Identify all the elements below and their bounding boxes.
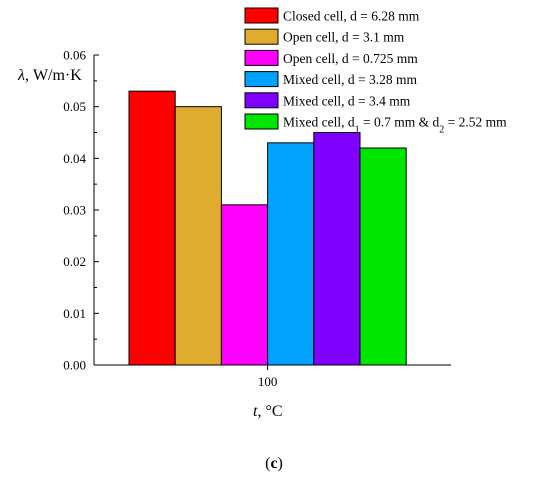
bar-3 <box>220 204 269 366</box>
x-axis-title-unit: , °C <box>257 403 282 420</box>
y-tick-label: 0.00 <box>63 358 86 373</box>
legend-label-5: Mixed cell, d = 3.4 mm <box>283 93 411 108</box>
legend-label-1: Closed cell, d = 6.28 mm <box>283 9 420 24</box>
legend-swatch-4 <box>244 71 279 88</box>
legend-label-4: Mixed cell, d = 3.28 mm <box>283 72 417 87</box>
panel-label-close: ) <box>278 455 283 472</box>
y-tick-label: 0.03 <box>63 203 86 218</box>
legend-swatch-2 <box>244 28 279 45</box>
panel-label-letter: c <box>270 455 277 472</box>
x-tick-label: 100 <box>258 374 278 389</box>
legend-swatch-3 <box>244 49 279 66</box>
y-axis-title-unit: , W/m·K <box>25 67 82 84</box>
y-axis-title-symbol: λ <box>17 67 25 84</box>
bars-group <box>128 90 407 366</box>
x-axis-title: t, °C <box>253 403 283 420</box>
y-tick-label: 0.04 <box>63 151 86 166</box>
x-axis-title-symbol: t <box>253 403 258 420</box>
bar-5 <box>313 132 361 366</box>
panel-label: (c) <box>265 455 283 472</box>
bar-4 <box>267 142 315 366</box>
y-tick-label: 0.01 <box>63 306 86 321</box>
bar-1 <box>128 90 176 366</box>
panel-label-open: ( <box>265 455 270 472</box>
bar-2 <box>174 106 222 366</box>
y-tick-label: 0.05 <box>63 99 86 114</box>
legend-swatch-5 <box>244 92 279 109</box>
y-axis-title: λ, W/m·K <box>17 67 82 84</box>
y-tick-label: 0.02 <box>63 254 86 269</box>
legend-label-3: Open cell, d = 0.725 mm <box>283 51 418 66</box>
axes-group: 0.00 0.01 0.02 0.03 0.04 0.05 0.06 100 <box>63 48 451 389</box>
legend-label-6: Mixed cell, d1 = 0.7 mm & d2 = 2.52 mm <box>283 115 507 136</box>
bar-6 <box>359 147 407 366</box>
legend-swatch-6 <box>244 113 279 130</box>
legend-label-2: Open cell, d = 3.1 mm <box>283 30 405 45</box>
legend: Closed cell, d = 6.28 mm Open cell, d = 3… <box>244 7 507 136</box>
legend-swatch-1 <box>244 7 279 24</box>
y-tick-label: 0.06 <box>63 48 86 63</box>
